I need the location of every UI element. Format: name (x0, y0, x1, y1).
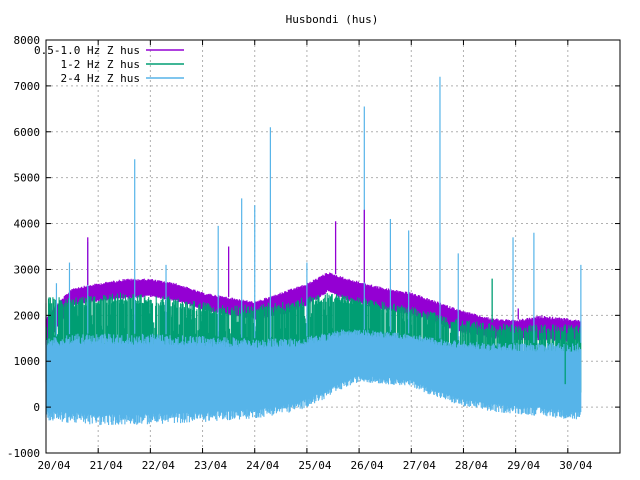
legend-label-0: 0.5-1.0 Hz Z hus (34, 44, 140, 57)
x-tick-label: 25/04 (298, 459, 331, 472)
axis-labels: -1000 0 1000 2000 3000 4000 5000 6000 7000 8000 20… (7, 34, 620, 472)
y-tick-label: 8000 (14, 34, 41, 47)
series-layer (45, 76, 582, 426)
y-tick-label: 3000 (14, 263, 41, 276)
y-tick-label: 7000 (14, 80, 41, 93)
y-tick-label: 5000 (14, 172, 41, 185)
x-tick-label: 27/04 (403, 459, 436, 472)
x-tick-label: 21/04 (90, 459, 123, 472)
legend-label-2: 2-4 Hz Z hus (61, 72, 140, 85)
legend: 0.5-1.0 Hz Z hus 1-2 Hz Z hus 2-4 Hz Z h… (34, 44, 184, 85)
x-tick-label: 23/04 (194, 459, 227, 472)
y-tick-label: -1000 (7, 447, 40, 460)
series-2-trace (45, 76, 582, 426)
y-tick-label: 4000 (14, 218, 41, 231)
legend-label-1: 1-2 Hz Z hus (61, 58, 140, 71)
x-tick-label: 26/04 (351, 459, 384, 472)
chart-title: Husbondi (hus) (286, 13, 379, 26)
y-tick-label: 6000 (14, 126, 41, 139)
x-tick-label: 22/04 (142, 459, 175, 472)
plot-frame (45, 39, 621, 454)
y-tick-label: 2000 (14, 309, 41, 322)
x-tick-label: 29/04 (507, 459, 540, 472)
x-tick-label: 20/04 (37, 459, 70, 472)
y-tick-label: 1000 (14, 355, 41, 368)
x-tick-label: 24/04 (246, 459, 279, 472)
y-tick-label: 0 (33, 401, 40, 414)
x-tick-label: 30/04 (559, 459, 592, 472)
x-tick-label: 28/04 (455, 459, 488, 472)
